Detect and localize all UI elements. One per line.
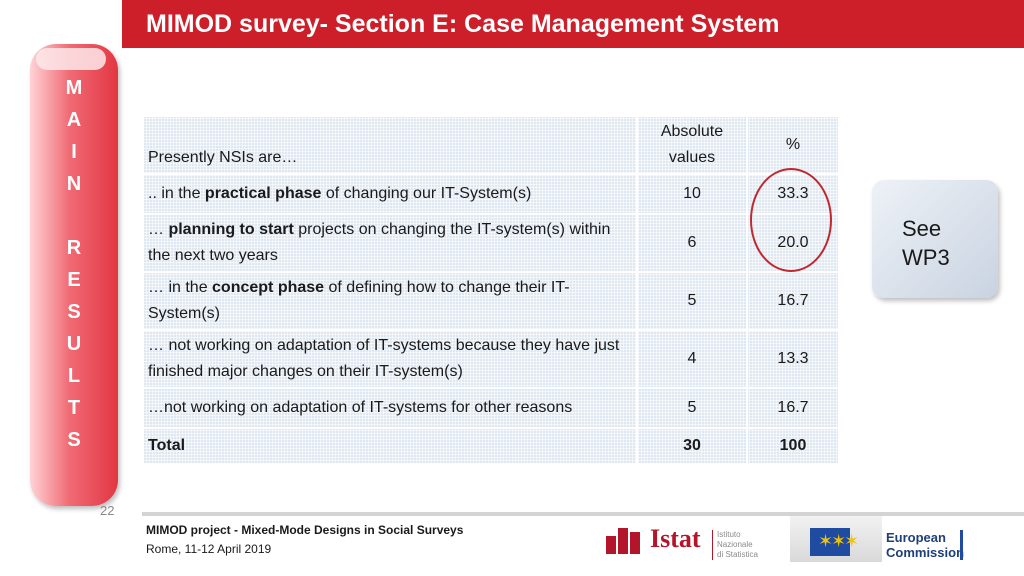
- table-row: … in the concept phase of defining how t…: [142, 271, 840, 331]
- highlight-circle: [750, 168, 832, 272]
- row-percent: 16.7: [746, 387, 840, 429]
- row-absolute: 4: [636, 329, 748, 389]
- banner-letter: L: [67, 365, 81, 387]
- ec-name: European Commission: [886, 530, 964, 560]
- banner-letter: T: [67, 397, 81, 419]
- row-text-bold: practical phase: [204, 185, 322, 202]
- header-absolute-line2: values: [668, 149, 716, 166]
- istat-subtitle-line2: di Statistica: [717, 550, 758, 559]
- footer-text: MIMOD project - Mixed-Mode Designs in So…: [146, 521, 463, 559]
- row-text: of defining how to change their IT-Syste…: [148, 279, 570, 322]
- see-wp3-note: See WP3: [872, 180, 998, 298]
- banner-letter: R: [66, 237, 82, 259]
- istat-subtitle: Istituto Nazionale di Statistica: [712, 530, 776, 560]
- banner-letter: I: [71, 141, 77, 163]
- footer-location-date: Rome, 11-12 April 2019: [146, 542, 272, 556]
- row-text: … not working on adaptation of IT-system…: [148, 337, 620, 380]
- main-results-banner: M A I N R E S U L T S: [30, 44, 118, 506]
- row-label: …not working on adaptation of IT-systems…: [142, 387, 638, 429]
- row-text-bold: planning to start: [168, 221, 294, 238]
- row-text: of changing our IT-System(s): [321, 185, 532, 202]
- table-row: … not working on adaptation of IT-system…: [142, 329, 840, 389]
- row-text: projects on changing the IT-system(s) wi…: [148, 221, 611, 264]
- row-absolute: 6: [636, 213, 748, 273]
- row-absolute: 5: [636, 387, 748, 429]
- row-text-bold: concept phase: [212, 279, 325, 296]
- table-row: …not working on adaptation of IT-systems…: [142, 387, 840, 429]
- istat-logo-icon: [606, 528, 642, 554]
- row-text: … in the: [148, 279, 213, 296]
- table-total-row: Total 30 100: [142, 427, 840, 465]
- scroll-curl: [36, 48, 106, 70]
- row-text: .. in the: [148, 185, 205, 202]
- banner-letter: N: [66, 173, 82, 195]
- row-percent: 13.3: [746, 329, 840, 389]
- ec-name-line2: Commission: [886, 545, 965, 560]
- banner-letter: S: [67, 429, 81, 451]
- banner-letter: S: [67, 301, 81, 323]
- note-line1: See: [902, 216, 942, 241]
- total-label: Total: [142, 427, 638, 465]
- slide-title: MIMOD survey- Section E: Case Management…: [146, 10, 780, 38]
- results-table: Presently NSIs are… Absolute values % ..…: [142, 115, 840, 465]
- european-commission-logo: ✶✶✶ European Commission: [790, 516, 964, 562]
- row-absolute: 5: [636, 271, 748, 331]
- ec-bar: [960, 530, 963, 560]
- header-percent: %: [746, 115, 840, 175]
- table-row: … planning to start projects on changing…: [142, 213, 840, 273]
- banner-letter: U: [66, 333, 82, 355]
- header-label: Presently NSIs are…: [142, 115, 638, 175]
- banner-letter: M: [65, 77, 83, 99]
- row-percent: 16.7: [746, 271, 840, 331]
- eu-flag-icon: ✶✶✶: [810, 528, 859, 556]
- istat-logo: Istat Istituto Nazionale di Statistica: [606, 522, 776, 560]
- banner-letter: E: [67, 269, 81, 291]
- total-absolute: 30: [636, 427, 748, 465]
- banner-letters: M A I N R E S U L T S: [30, 72, 118, 456]
- slide-number: 22: [100, 503, 115, 518]
- total-percent: 100: [746, 427, 840, 465]
- ec-name-line1: European: [886, 530, 946, 545]
- footer-divider: [142, 512, 1024, 516]
- table-header-row: Presently NSIs are… Absolute values %: [142, 115, 840, 175]
- row-text: …not working on adaptation of IT-systems…: [148, 399, 573, 416]
- note-line2: WP3: [902, 245, 950, 270]
- header-absolute-line1: Absolute: [660, 123, 724, 140]
- row-text: …: [148, 221, 169, 238]
- row-label: … in the concept phase of defining how t…: [142, 271, 638, 331]
- row-absolute: 10: [636, 173, 748, 215]
- row-label: … planning to start projects on changing…: [142, 213, 638, 273]
- title-bar: MIMOD survey- Section E: Case Management…: [122, 0, 1024, 48]
- footer-project: MIMOD project - Mixed-Mode Designs in So…: [146, 523, 464, 537]
- header-absolute: Absolute values: [636, 115, 748, 175]
- istat-wordmark: Istat: [650, 524, 701, 553]
- row-label: … not working on adaptation of IT-system…: [142, 329, 638, 389]
- table-row: .. in the practical phase of changing ou…: [142, 173, 840, 215]
- banner-letter: A: [66, 109, 82, 131]
- note-text: See WP3: [902, 214, 982, 272]
- row-label: .. in the practical phase of changing ou…: [142, 173, 638, 215]
- istat-subtitle-line1: Istituto Nazionale: [717, 530, 753, 549]
